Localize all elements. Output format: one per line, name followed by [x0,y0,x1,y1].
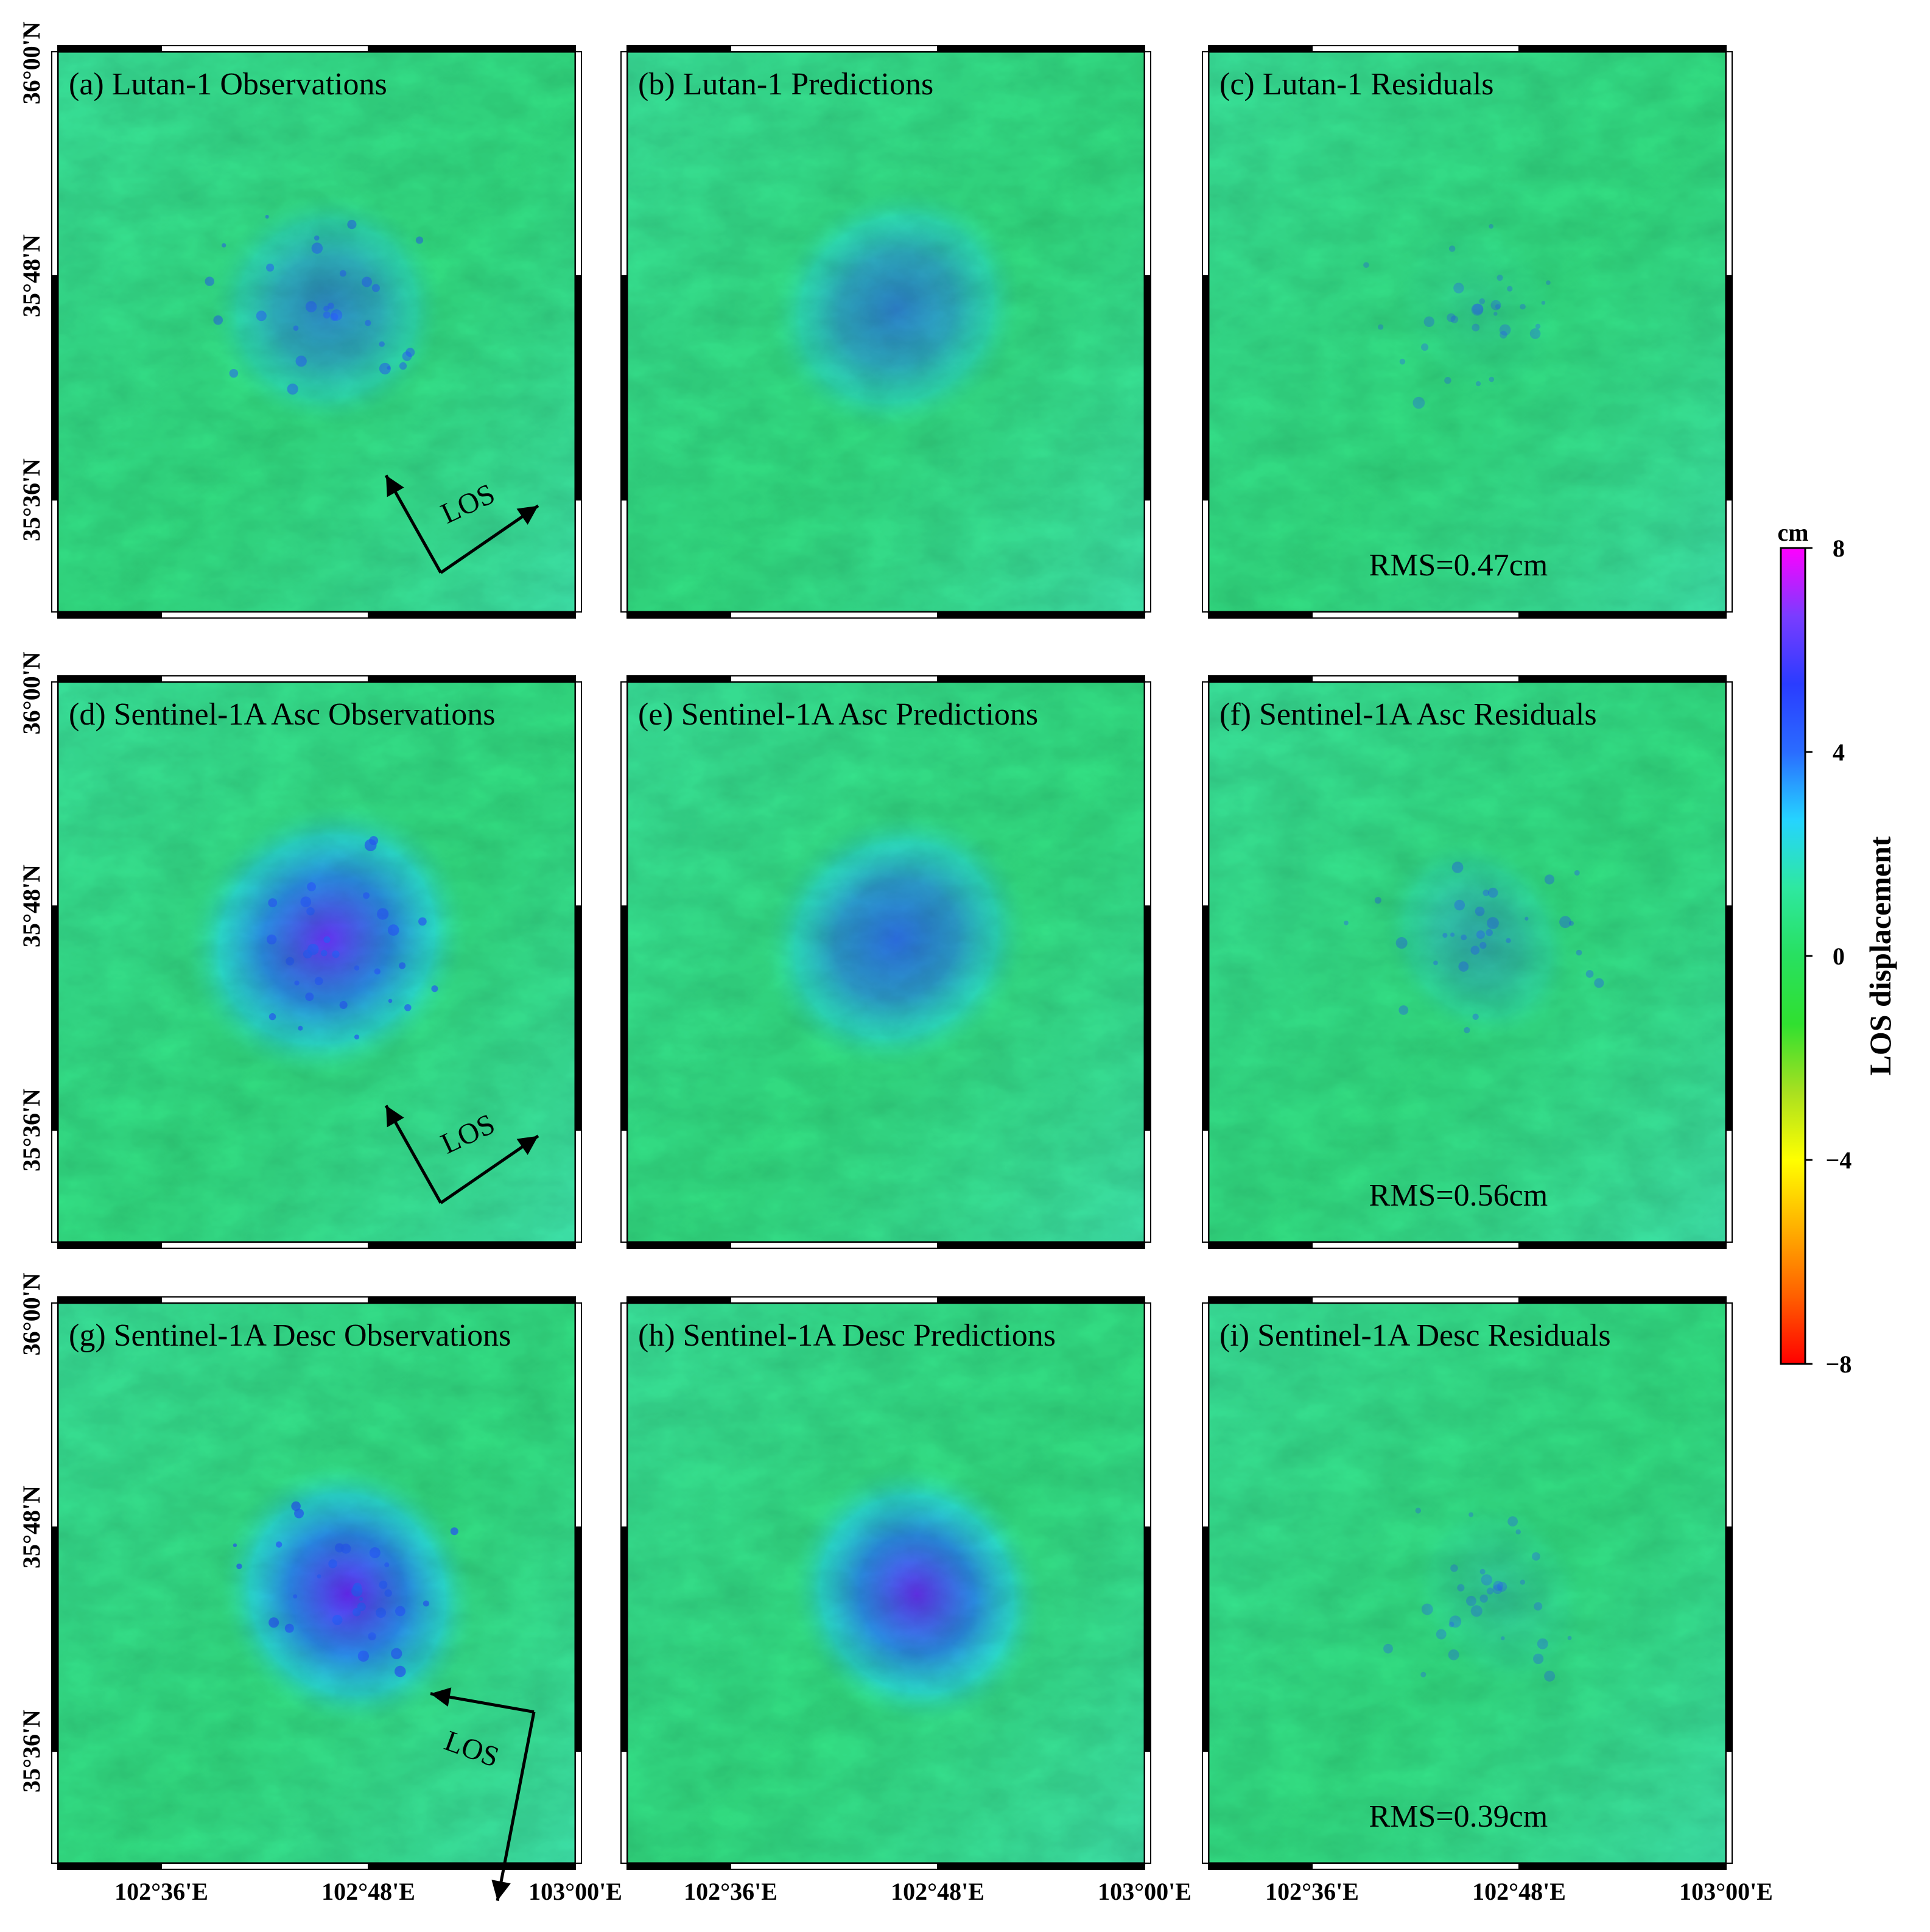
panel-title: (i) Sentinel-1A Desc Residuals [1219,1318,1611,1353]
panel-title: (g) Sentinel-1A Desc Observations [69,1318,511,1353]
panel-e: (e) Sentinel-1A Asc Predictions [620,675,1151,1249]
colorbar-tick-label: 0 [1833,943,1845,970]
colorbar-tick-label: 8 [1833,535,1845,562]
colorbar-unit: cm [1777,519,1808,546]
lat-tick-label: 35°36'N [18,458,45,541]
panel-f: (f) Sentinel-1A Asc Residuals RMS=0.56cm [1202,675,1733,1249]
panel-title: (f) Sentinel-1A Asc Residuals [1219,697,1597,732]
colorbar-tick-label: −8 [1826,1351,1852,1378]
colorbar-tick-label: −4 [1826,1147,1852,1174]
lon-tick-label: 102°36'E [114,1878,208,1905]
colorbar-gradient [1780,547,1806,1365]
colorbar-label: LOS displacement [1863,836,1897,1075]
panel-g: (g) Sentinel-1A Desc ObservationsLOS36°0… [18,1273,622,1905]
lat-tick-label: 35°36'N [18,1089,45,1171]
lon-tick-label: 103°00'E [528,1878,622,1905]
panel-h: (h) Sentinel-1A Desc Predictions 102°36'E… [620,1296,1191,1905]
lat-tick-label: 36°00'N [18,1273,45,1355]
panel-title: (e) Sentinel-1A Asc Predictions [638,697,1038,732]
lon-tick-label: 102°48'E [321,1878,415,1905]
panel-b: (b) Lutan-1 Predictions [620,45,1151,619]
panels-grid: (a) Lutan-1 ObservationsLOS36°00'N35°48'… [18,21,1773,1905]
panel-c: (c) Lutan-1 Residuals RMS=0.47cm [1202,45,1733,619]
panel-i: (i) Sentinel-1A Desc Residuals RMS=0.39cm… [1202,1296,1773,1905]
rms-label: RMS=0.47cm [1369,548,1548,583]
panel-title: (h) Sentinel-1A Desc Predictions [638,1318,1056,1353]
lat-tick-label: 35°48'N [18,865,45,947]
lat-tick-label: 36°00'N [18,21,45,104]
lon-tick-label: 103°00'E [1098,1878,1191,1905]
panel-title: (c) Lutan-1 Residuals [1219,67,1494,102]
colorbar: cm 8 4 0 −4 −8 LOS displacement [1777,519,1897,1378]
panel-a: (a) Lutan-1 ObservationsLOS36°00'N35°48'… [18,21,582,619]
panel-title: (b) Lutan-1 Predictions [638,67,933,102]
lat-tick-label: 35°48'N [18,234,45,317]
panel-title: (d) Sentinel-1A Asc Observations [69,697,495,732]
lon-tick-label: 103°00'E [1679,1878,1773,1905]
lat-tick-label: 35°48'N [18,1486,45,1568]
lon-tick-label: 102°48'E [891,1878,984,1905]
lon-tick-label: 102°48'E [1472,1878,1566,1905]
lon-tick-label: 102°36'E [1265,1878,1359,1905]
panel-d: (d) Sentinel-1A Asc ObservationsLOS36°00… [18,652,582,1249]
rms-label: RMS=0.56cm [1369,1178,1548,1213]
lon-tick-label: 102°36'E [684,1878,777,1905]
lat-tick-label: 35°36'N [18,1710,45,1793]
rms-label: RMS=0.39cm [1369,1799,1548,1834]
lat-tick-label: 36°00'N [18,652,45,734]
colorbar-tick-label: 4 [1833,739,1845,766]
panel-title: (a) Lutan-1 Observations [69,67,387,102]
